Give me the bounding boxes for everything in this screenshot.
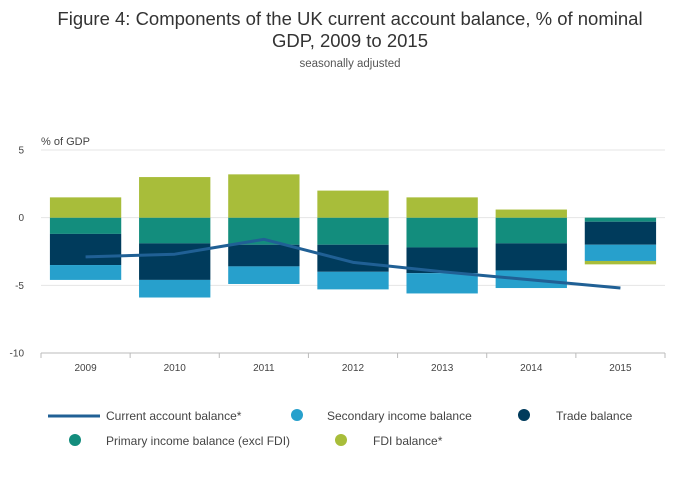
bar-secondary-income-balance-2011 [228,266,300,284]
axes: 5 0 -5 -10 % of GDP 2009 2010 2011 2012 2013 2014 2… [10,136,666,374]
bar-fdi-balance-2009 [49,197,122,218]
chart-title-line-2: GDP, 2009 to 2015 [271,30,428,51]
bar-trade-balance-2011 [228,244,300,267]
bar-fdi-balance-2011 [228,174,300,218]
legend: Current account balance* Secondary income… [48,409,633,448]
bar-trade-balance-2015 [584,221,657,245]
bar-fdi-balance-2012 [317,190,389,218]
x-tick-label: 2014 [520,363,543,374]
legend-label-trade-balance: Trade balance [556,409,633,423]
y-tick-label: -5 [15,281,24,292]
bar-fdi-balance-2015 [584,260,657,265]
chart-subtitle: seasonally adjusted [299,58,401,70]
x-tick-label: 2011 [253,363,275,374]
bar-fdi-balance-2013 [406,197,478,218]
bar-secondary-income-balance-2010 [139,279,211,298]
legend-label-primary-income-balance-excl-fdi: Primary income balance (excl FDI) [106,434,290,448]
bar-primary-income-balance-excl-fdi-2014 [495,217,567,244]
bar-primary-income-balance-excl-fdi-2010 [139,217,211,244]
y-tick-label: 5 [18,146,24,157]
legend-label-secondary-income-balance: Secondary income balance [327,409,472,423]
line-current-account-balance [85,237,621,290]
bar-trade-balance-2009 [49,233,122,266]
legend-label-fdi-balance: FDI balance* [373,434,443,448]
bar-fdi-balance-2010 [139,177,211,218]
bar-primary-income-balance-excl-fdi-2015 [584,217,657,222]
x-tick-label: 2009 [74,363,97,374]
legend-label-current-account-balance: Current account balance* [106,409,242,423]
bar-primary-income-balance-excl-fdi-2012 [317,217,389,245]
x-tick-label: 2015 [609,363,632,374]
chart-title-line-1: Figure 4: Components of the UK current a… [57,8,643,29]
bar-fdi-balance-2014 [495,209,567,218]
y-axis-label: % of GDP [41,136,90,148]
chart-title: Figure 4: Components of the UK current a… [0,8,700,52]
bar-secondary-income-balance-2009 [49,265,122,280]
bar-primary-income-balance-excl-fdi-2009 [49,217,122,234]
y-tick-label: -10 [10,349,25,360]
x-tick-label: 2012 [342,363,365,374]
legend-swatch-fdi-balance [335,434,347,446]
y-tick-label: 0 [18,213,24,224]
x-tick-label: 2013 [431,363,454,374]
bars [49,174,657,298]
legend-swatch-secondary-income-balance [291,409,303,421]
bar-primary-income-balance-excl-fdi-2013 [406,217,478,248]
bar-secondary-income-balance-2013 [406,273,478,294]
x-tick-label: 2010 [164,363,187,374]
legend-swatch-primary-income-balance-excl-fdi [69,434,81,446]
bar-trade-balance-2012 [317,244,389,272]
bar-secondary-income-balance-2012 [317,271,389,290]
line-series [85,237,621,290]
bar-secondary-income-balance-2015 [584,244,657,261]
bar-trade-balance-2014 [495,243,567,271]
legend-swatch-trade-balance [518,409,530,421]
